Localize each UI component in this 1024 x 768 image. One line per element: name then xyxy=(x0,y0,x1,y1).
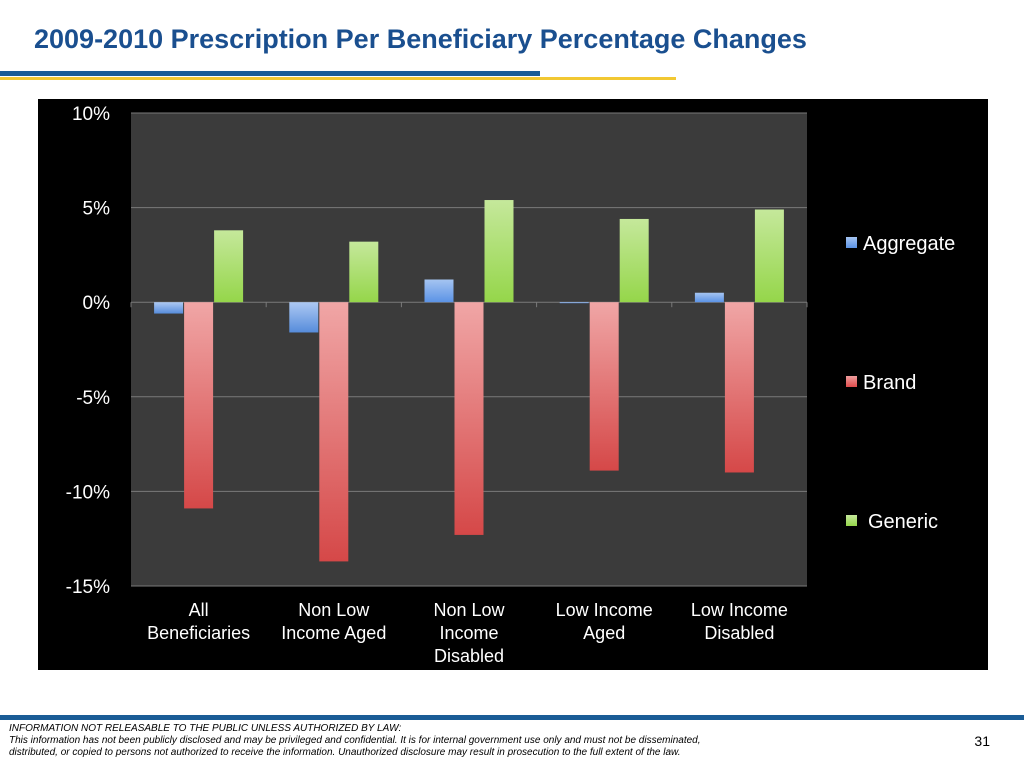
y-axis-ticks: 10% 5% 0% -5% -10% -15% xyxy=(66,104,110,598)
bar-brand-3 xyxy=(454,302,484,535)
x-category-label: Non Low Income Disabled xyxy=(433,600,505,666)
slide-title: 2009-2010 Prescription Per Beneficiary P… xyxy=(34,24,807,54)
x-category-label: Non Low Income Aged xyxy=(281,600,386,643)
title-rule-yellow xyxy=(0,77,676,80)
legend-swatch-brand xyxy=(846,376,857,387)
bar-generic-2 xyxy=(349,241,379,303)
y-tick-label: -10% xyxy=(66,482,110,503)
bars xyxy=(154,200,784,562)
footer-rule xyxy=(0,715,1024,720)
y-tick-label: -15% xyxy=(66,577,110,598)
x-category-label: Low Income Aged xyxy=(556,600,653,643)
bar-brand-4 xyxy=(589,302,619,471)
legend-label-aggregate: Aggregate xyxy=(863,233,955,255)
bar-aggregate-4 xyxy=(559,302,589,304)
disclaimer-line-1: INFORMATION NOT RELEASABLE TO THE PUBLIC… xyxy=(9,723,402,734)
x-axis-labels: All Beneficiaries Non Low Income Aged Non Lo… xyxy=(147,600,788,666)
legend-swatch-aggregate xyxy=(846,237,857,248)
bar-brand-5 xyxy=(724,302,754,473)
legend-label-generic: Generic xyxy=(868,511,938,533)
bar-generic-4 xyxy=(619,218,649,303)
bar-aggregate-5 xyxy=(694,292,724,303)
bar-brand-2 xyxy=(319,302,349,562)
y-tick-label: 5% xyxy=(83,199,111,220)
page-number: 31 xyxy=(974,733,990,749)
disclaimer-line-2: This information has not been publicly d… xyxy=(9,735,701,746)
y-tick-label: 0% xyxy=(83,293,111,314)
x-category-label: Low Income Disabled xyxy=(691,600,788,643)
bar-brand-1 xyxy=(184,302,214,509)
bar-aggregate-2 xyxy=(289,302,319,333)
legend: Aggregate Brand Generic xyxy=(846,233,955,533)
bar-generic-1 xyxy=(214,230,244,303)
bar-generic-5 xyxy=(754,209,784,303)
title-rule-blue xyxy=(0,71,540,76)
bar-aggregate-1 xyxy=(154,302,184,314)
chart-panel: 10% 5% 0% -5% -10% -15% All Beneficiaries Non L… xyxy=(38,99,988,670)
confidentiality-disclaimer: INFORMATION NOT RELEASABLE TO THE PUBLIC… xyxy=(9,723,909,759)
y-tick-label: 10% xyxy=(72,104,110,125)
disclaimer-line-3: distributed, or copied to persons not au… xyxy=(9,747,681,758)
bar-aggregate-3 xyxy=(424,279,454,303)
y-tick-label: -5% xyxy=(76,388,110,409)
x-category-label: All Beneficiaries xyxy=(147,600,250,643)
legend-label-brand: Brand xyxy=(863,372,916,394)
legend-swatch-generic xyxy=(846,515,857,526)
bar-chart: 10% 5% 0% -5% -10% -15% All Beneficiaries Non L… xyxy=(66,104,956,666)
bar-generic-3 xyxy=(484,200,514,303)
